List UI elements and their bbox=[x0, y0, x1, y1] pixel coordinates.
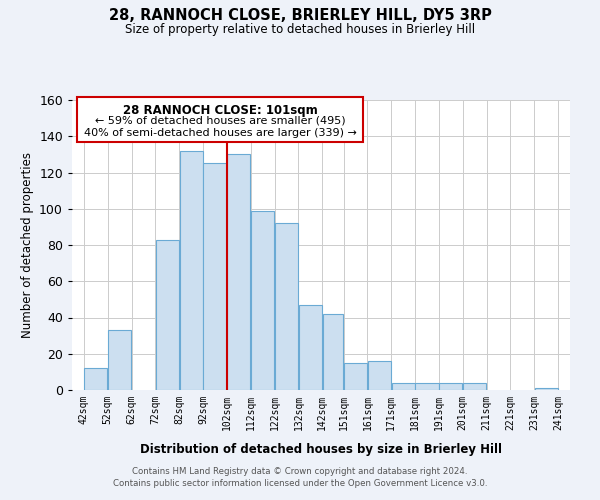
Bar bbox=[203, 164, 227, 390]
Text: Size of property relative to detached houses in Brierley Hill: Size of property relative to detached ho… bbox=[125, 22, 475, 36]
Bar bbox=[299, 305, 322, 390]
Bar bbox=[392, 383, 415, 390]
Text: Contains public sector information licensed under the Open Government Licence v3: Contains public sector information licen… bbox=[113, 478, 487, 488]
Bar bbox=[368, 361, 391, 390]
Bar bbox=[344, 363, 367, 390]
Bar bbox=[156, 240, 179, 390]
Bar bbox=[275, 223, 298, 390]
Text: Distribution of detached houses by size in Brierley Hill: Distribution of detached houses by size … bbox=[140, 442, 502, 456]
Bar bbox=[415, 383, 439, 390]
FancyBboxPatch shape bbox=[77, 97, 364, 142]
Bar bbox=[108, 330, 131, 390]
Bar bbox=[463, 383, 486, 390]
Text: 40% of semi-detached houses are larger (339) →: 40% of semi-detached houses are larger (… bbox=[84, 128, 356, 138]
Text: 28 RANNOCH CLOSE: 101sqm: 28 RANNOCH CLOSE: 101sqm bbox=[123, 104, 317, 118]
Bar bbox=[251, 210, 274, 390]
Bar bbox=[227, 154, 250, 390]
Bar bbox=[535, 388, 558, 390]
Text: ← 59% of detached houses are smaller (495): ← 59% of detached houses are smaller (49… bbox=[95, 116, 346, 126]
Bar bbox=[439, 383, 463, 390]
Text: 28, RANNOCH CLOSE, BRIERLEY HILL, DY5 3RP: 28, RANNOCH CLOSE, BRIERLEY HILL, DY5 3R… bbox=[109, 8, 491, 22]
Text: Contains HM Land Registry data © Crown copyright and database right 2024.: Contains HM Land Registry data © Crown c… bbox=[132, 467, 468, 476]
Bar bbox=[323, 314, 343, 390]
Y-axis label: Number of detached properties: Number of detached properties bbox=[20, 152, 34, 338]
Bar bbox=[179, 151, 203, 390]
Bar bbox=[84, 368, 107, 390]
